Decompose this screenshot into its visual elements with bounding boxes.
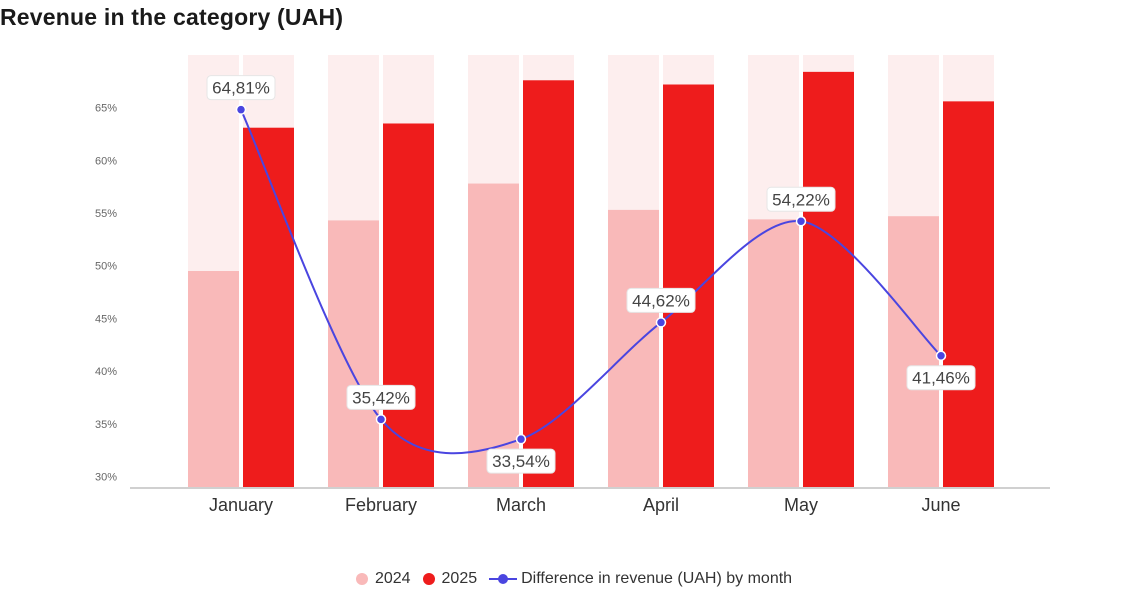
legend-swatch-2025 — [422, 573, 435, 585]
legend: 2024 2025 Difference in revenue (UAH) by… — [0, 570, 1148, 588]
y-tick-label: 65% — [95, 103, 117, 115]
legend-label-2024: 2024 — [374, 570, 411, 587]
difference-point — [795, 216, 807, 227]
data-label: 41,46% — [912, 369, 970, 388]
difference-point — [375, 414, 387, 425]
bar-2025-march — [523, 80, 574, 487]
bar-2024-january — [188, 271, 239, 487]
data-label: 64,81% — [212, 79, 270, 98]
bar-2025-february — [383, 123, 434, 488]
legend-label-2025: 2025 — [441, 570, 478, 587]
data-label-box — [766, 186, 836, 212]
data-label-box — [626, 287, 696, 313]
difference-point — [515, 433, 527, 445]
data-label: 54,22% — [772, 190, 830, 209]
bar-2025-may — [803, 71, 854, 488]
data-label: 35,42% — [352, 388, 410, 407]
y-tick-label: 40% — [95, 366, 117, 378]
y-tick-label: 35% — [95, 419, 117, 431]
bar-2024-february — [328, 220, 379, 488]
bar-2025-june — [943, 101, 994, 488]
bar-2024-march — [468, 183, 519, 488]
data-label-box — [206, 75, 276, 101]
chart-title: Revenue in the category (UAH) — [0, 4, 344, 30]
x-tick-label: January — [209, 495, 273, 515]
data-label-box — [486, 448, 556, 474]
bar-2025-january — [243, 127, 294, 487]
legend-label-difference: Difference in revenue (UAH) by month — [521, 570, 793, 587]
y-tick-label: 50% — [95, 261, 117, 273]
data-label-box — [906, 365, 976, 391]
legend-item-2025[interactable]: 2025 — [422, 570, 478, 588]
y-tick-label: 55% — [95, 208, 117, 220]
difference-point — [235, 104, 247, 115]
data-label-box — [346, 384, 416, 410]
data-label: 44,62% — [632, 291, 690, 310]
data-label: 33,54% — [492, 452, 550, 471]
legend-item-difference[interactable]: Difference in revenue (UAH) by month — [489, 570, 792, 588]
bar-2024-april — [608, 209, 659, 487]
difference-point — [655, 317, 667, 328]
x-tick-label: April — [643, 495, 679, 515]
x-tick-label: March — [496, 495, 546, 515]
difference-point — [935, 350, 947, 361]
x-tick-label: May — [784, 495, 818, 515]
y-tick-label: 30% — [95, 471, 117, 483]
bar-2024-may — [748, 219, 799, 487]
bar-2024-june — [888, 216, 939, 487]
bar-2025-april — [663, 84, 714, 487]
legend-swatch-2024 — [355, 573, 368, 585]
difference-line — [240, 109, 942, 455]
y-tick-label: 45% — [95, 313, 117, 325]
x-tick-label: February — [345, 495, 417, 515]
y-tick-label: 60% — [95, 155, 117, 167]
x-tick-label: June — [921, 495, 960, 515]
legend-swatch-difference — [489, 573, 518, 585]
legend-item-2024[interactable]: 2024 — [355, 570, 411, 588]
